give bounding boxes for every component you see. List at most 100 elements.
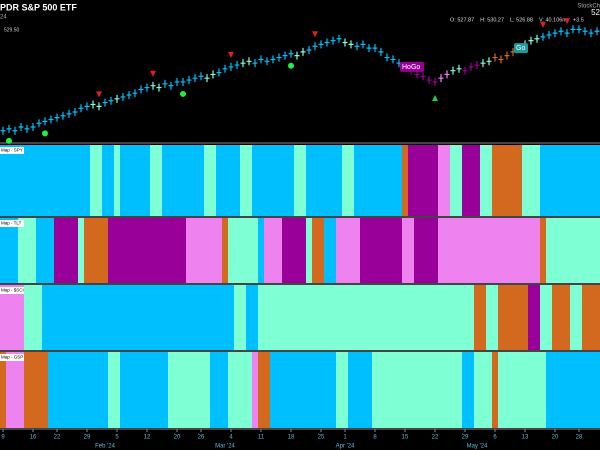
price-bar	[204, 74, 210, 83]
trend-band	[252, 352, 259, 428]
trend-band	[372, 352, 463, 428]
price-bar	[318, 40, 324, 49]
trend-band	[498, 285, 529, 350]
trend-band	[162, 145, 205, 216]
trend-band	[402, 218, 415, 283]
trend-band	[0, 218, 19, 283]
price-bar	[96, 102, 102, 111]
trend-band	[306, 145, 343, 216]
price-bar	[324, 38, 330, 47]
price-bar	[300, 47, 306, 56]
price-bar	[234, 61, 240, 70]
trend-band	[540, 218, 547, 283]
trend-band	[6, 352, 25, 428]
trend-band	[18, 218, 37, 283]
down-triangle	[96, 91, 102, 98]
trend-band	[0, 285, 25, 350]
price-bar	[594, 27, 600, 36]
ohlc-text: V: 40.106m	[539, 17, 567, 23]
price-bar	[342, 38, 348, 47]
trend-band	[354, 145, 403, 216]
price-bar	[72, 107, 78, 116]
price-bar	[330, 36, 336, 45]
price-bar	[282, 51, 288, 60]
price-bar	[378, 47, 384, 56]
price-bar	[30, 122, 36, 131]
price-bar	[42, 117, 48, 126]
price-bar	[306, 46, 312, 55]
price-bar	[528, 36, 534, 45]
trend-band	[336, 352, 349, 428]
label-bg	[0, 287, 24, 294]
trend-band	[228, 352, 253, 428]
label-bg	[0, 147, 24, 154]
price-bar	[456, 64, 462, 73]
price-bar	[276, 53, 282, 62]
price-bar	[114, 94, 120, 103]
price-bar	[432, 77, 438, 86]
price-bar	[138, 85, 144, 94]
trend-band	[90, 145, 103, 216]
trend-band	[360, 218, 403, 283]
brand: StockCh	[577, 4, 600, 10]
price-bar	[294, 51, 300, 60]
panel-label: Map - TLT	[1, 221, 22, 226]
trend-band	[438, 218, 541, 283]
price-bar	[18, 122, 24, 131]
price-bar	[552, 29, 558, 38]
price-bar	[24, 124, 30, 133]
price-bar	[486, 57, 492, 66]
trend-band	[102, 145, 115, 216]
x-tick-label: 9	[1, 435, 5, 441]
month-label: Feb '24	[95, 444, 115, 450]
price-bar	[366, 44, 372, 53]
price-bar	[246, 57, 252, 66]
chart-title: PDR S&P 500 ETF	[0, 2, 77, 12]
price-bar	[534, 34, 540, 43]
trend-band	[234, 285, 247, 350]
trend-band	[270, 352, 337, 428]
up-triangle	[432, 94, 438, 101]
x-tick-label: 29	[462, 435, 469, 441]
price-bar	[78, 104, 84, 113]
price-bar	[270, 55, 276, 64]
flag-label: HoGo	[402, 64, 420, 71]
price-bar	[546, 31, 552, 40]
x-tick-label: 28	[576, 435, 583, 441]
trend-band	[282, 218, 307, 283]
price-bar	[108, 96, 114, 105]
trend-band	[546, 352, 600, 428]
trend-band	[216, 145, 241, 216]
trend-band	[54, 218, 79, 283]
price-bar	[180, 77, 186, 86]
y-label: 529.50	[4, 27, 20, 33]
go-dot	[42, 130, 48, 137]
trend-band	[336, 218, 361, 283]
price-bar	[450, 66, 456, 75]
trend-band	[24, 285, 43, 350]
trend-band	[264, 218, 283, 283]
trend-band	[570, 285, 583, 350]
price-bar	[384, 53, 390, 62]
price-bar	[462, 66, 468, 75]
trend-band	[258, 285, 475, 350]
trend-band	[42, 285, 235, 350]
x-tick-label: 12	[144, 435, 151, 441]
price-bar	[66, 109, 72, 118]
price-bar	[438, 74, 444, 83]
x-tick-label: 25	[318, 435, 325, 441]
price-bar	[222, 64, 228, 73]
trend-band	[114, 145, 121, 216]
price-bar	[0, 126, 6, 135]
trend-band	[498, 352, 547, 428]
label-bg	[0, 354, 24, 361]
trend-band	[258, 352, 271, 428]
trend-band	[492, 352, 499, 428]
trend-band	[24, 352, 49, 428]
trend-band	[408, 145, 439, 216]
price-bar	[288, 49, 294, 58]
trend-band	[294, 145, 307, 216]
trend-band	[474, 285, 487, 350]
price-bar	[36, 119, 42, 128]
price-bar	[558, 27, 564, 36]
